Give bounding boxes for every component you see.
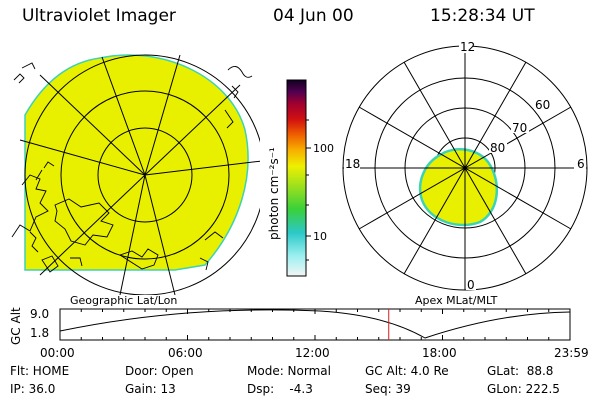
geographic-panel <box>11 54 260 295</box>
timeline-xtick-1800: 18:00 <box>422 346 457 360</box>
mlt-spokes <box>343 46 587 290</box>
polar-panel: 12 6 0 18 60 70 80 <box>342 40 588 292</box>
status-seq: Seq: 39 <box>365 382 411 396</box>
status-mode: Mode: Normal <box>247 364 331 378</box>
geo-panel-label: Geographic Lat/Lon <box>70 294 177 307</box>
polar-panel-label: Apex MLat/MLT <box>415 294 498 307</box>
timeline-x-ticks <box>59 309 571 340</box>
mlat-label-70: 70 <box>512 121 527 135</box>
altitude-timeline: 9.0 1.8 GC Alt <box>9 307 571 345</box>
app-title: Ultraviolet Imager <box>22 6 176 26</box>
mlt-label-noon: 12 <box>460 40 475 54</box>
observation-date: 04 Jun 00 <box>273 6 354 26</box>
altitude-curve <box>59 309 571 339</box>
observation-time: 15:28:34 UT <box>430 6 535 26</box>
aurora-geo-fill <box>24 54 249 271</box>
latitude-circle-mid <box>60 90 230 260</box>
colorbar-unit-label: photon cm⁻²s⁻¹ <box>267 147 281 240</box>
timeline-ylabel: GC Alt <box>9 307 23 345</box>
status-glat: GLat: 88.8 <box>487 364 554 378</box>
status-gc-alt: GC Alt: 4.0 Re <box>365 364 449 378</box>
status-flt: Flt: HOME <box>10 364 70 378</box>
intensity-colorbar: 100 10 photon cm⁻²s⁻¹ <box>267 79 334 277</box>
status-ip: IP: 36.0 <box>10 382 56 396</box>
colorbar-tick-10: 10 <box>313 230 327 243</box>
timeline-xtick-1200: 12:00 <box>295 346 330 360</box>
timeline-xtick-2359: 23:59 <box>554 346 589 360</box>
mlt-label-midnight: 0 <box>467 278 475 292</box>
status-glon: GLon: 222.5 <box>487 382 560 396</box>
timeline-xtick-0000: 00:00 <box>40 346 75 360</box>
status-gain: Gain: 13 <box>125 382 176 396</box>
latitude-circle-inner <box>97 127 193 223</box>
colorbar-tick-100: 100 <box>313 142 334 155</box>
timeline-ytick-9: 9.0 <box>30 307 49 321</box>
meridian-lines <box>19 54 260 295</box>
mlt-label-dusk: 18 <box>345 157 360 171</box>
mlt-label-dawn: 6 <box>577 157 585 171</box>
latitude-circle-outer <box>24 54 260 295</box>
mlat-label-60: 60 <box>535 98 550 112</box>
status-dsp: Dsp: -4.3 <box>247 382 313 396</box>
timeline-xtick-0600: 06:00 <box>168 346 203 360</box>
status-door: Door: Open <box>125 364 194 378</box>
coastlines <box>11 62 253 273</box>
mlat-label-80: 80 <box>490 141 505 155</box>
timeline-ytick-1-8: 1.8 <box>30 326 49 340</box>
